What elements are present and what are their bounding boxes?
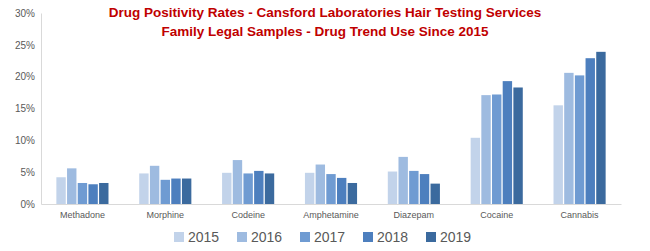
bar [596,52,605,204]
legend-swatch [174,232,184,242]
bar [398,157,407,204]
y-tick: 25% [15,40,41,51]
bar [431,184,440,204]
bar [139,173,148,204]
x-tick-label: Morphine [147,210,185,220]
legend-item: 2018 [363,229,408,245]
x-tick: Diazepam [394,204,435,220]
subtitle: Family Legal Samples - Drug Trend Use Si… [161,24,489,39]
y-axis-line [41,14,42,205]
bar [305,173,314,204]
x-tick: Codeine [231,204,265,220]
x-tick: Cannabis [561,204,600,220]
x-tick-label: Methadone [60,210,105,220]
y-tick-label: 10% [15,135,35,146]
bar [265,173,274,204]
bar [161,180,170,204]
x-tick-label: Cannabis [561,210,600,220]
bar [99,183,108,204]
bar-series [88,58,595,204]
bar [56,177,65,204]
bar-series [67,73,574,204]
plot-area: 0% 5% 10% 15% 20% 25% 30% Methadone Morphine Code… [15,8,622,221]
bar [513,87,522,204]
bar [348,183,357,204]
x-tick: Morphine [147,204,185,220]
x-tick: Amphetamine [303,204,359,220]
x-axis: Methadone Morphine Codeine Amphetamine Diaze… [42,204,622,220]
bar [388,172,397,204]
bar [564,73,573,204]
bar [182,179,191,204]
x-tick: Methadone [60,204,105,220]
title: Drug Positivity Rates - Cansford Laborat… [109,5,542,20]
bar [78,183,87,204]
bar [243,173,252,204]
y-tick: 0% [21,199,41,210]
bar-series [78,75,585,204]
chart: 0% 5% 10% 15% 20% 25% 30% Methadone Morphine Code… [0,0,650,251]
bar [409,171,418,204]
legend-label: 2015 [188,229,219,245]
bar [222,173,231,204]
bar [88,184,97,204]
y-tick-label: 0% [21,199,36,210]
bar [471,138,480,204]
x-tick-label: Diazepam [394,210,435,220]
y-tick-label: 30% [15,8,35,19]
legend-label: 2019 [440,229,471,245]
bar [575,75,584,204]
y-tick: 10% [15,135,41,146]
bar-series [99,52,606,204]
bar [254,171,263,204]
legend-label: 2016 [251,229,282,245]
legend-item: 2015 [174,229,219,245]
bar [337,178,346,204]
y-tick: 15% [15,103,41,114]
legend-swatch [363,232,373,242]
y-tick-label: 25% [15,40,35,51]
x-tick: Cocaine [480,204,513,220]
bar [554,105,563,204]
bar [420,174,429,204]
bar [586,58,595,204]
y-tick: 5% [21,167,41,178]
y-axis: 0% 5% 10% 15% 20% 25% 30% [15,8,42,210]
legend-item: 2019 [426,229,471,245]
legend-label: 2018 [377,229,408,245]
legend-label: 2017 [314,229,345,245]
y-tick-label: 20% [15,71,35,82]
titles: Drug Positivity Rates - Cansford Laborat… [109,5,542,39]
bar [492,94,501,204]
x-tick-label: Codeine [231,210,265,220]
x-tick-label: Cocaine [480,210,513,220]
y-tick: 30% [15,8,41,19]
bar [150,166,159,204]
x-axis-line [42,204,622,205]
y-tick-label: 15% [15,103,35,114]
bar [67,168,76,204]
bar [233,160,242,204]
bar [481,95,490,204]
y-tick: 20% [15,71,41,82]
legend-item: 2017 [300,229,345,245]
bars [56,52,605,204]
bar [171,179,180,204]
legend: 2015 2016 2017 2018 2019 [174,229,471,245]
bar [316,165,325,204]
bar [326,174,335,204]
y-tick-label: 5% [21,167,36,178]
legend-swatch [237,232,247,242]
legend-swatch [426,232,436,242]
bar [503,81,512,204]
legend-swatch [300,232,310,242]
legend-item: 2016 [237,229,282,245]
x-tick-label: Amphetamine [303,210,359,220]
